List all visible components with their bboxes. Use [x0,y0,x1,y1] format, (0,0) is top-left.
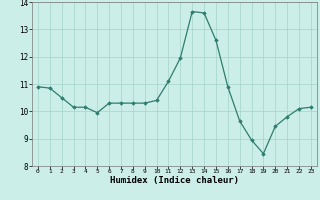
X-axis label: Humidex (Indice chaleur): Humidex (Indice chaleur) [110,176,239,185]
